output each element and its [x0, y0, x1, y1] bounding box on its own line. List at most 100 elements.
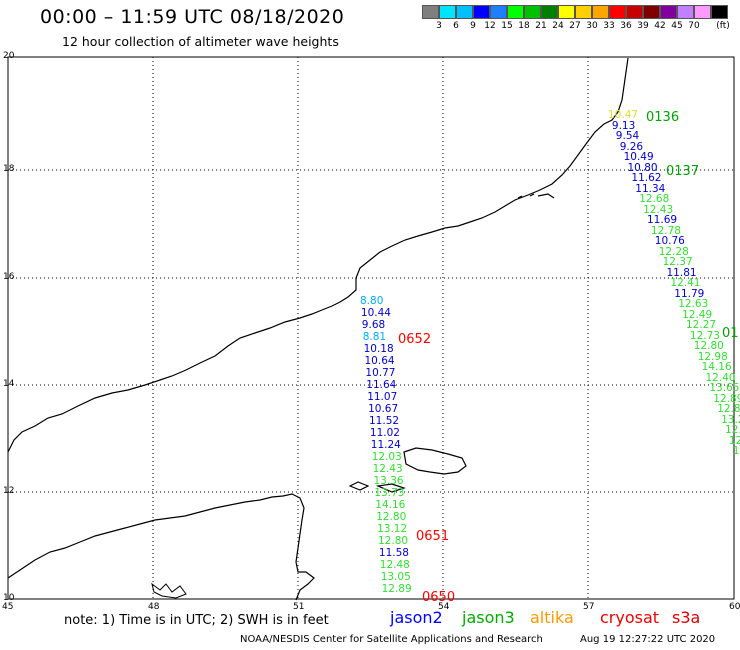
legend-label: 27 [569, 21, 581, 31]
wave-height-value: 12. [728, 434, 740, 447]
wave-height-value: 13.73 [374, 487, 405, 499]
legend-swatch [592, 5, 609, 19]
credit-line: NOAA/NESDIS Center for Satellite Applica… [240, 634, 543, 645]
map-frame [7, 56, 735, 600]
wave-height-value: 11.07 [367, 391, 398, 403]
wave-height-value: 12.48 [379, 559, 410, 571]
legend-label: 6 [453, 21, 459, 31]
wave-height-value: 8.80 [360, 295, 384, 307]
legend-label: 70 [688, 21, 700, 31]
wave-height-value: 12.98 [697, 350, 728, 363]
footer-note: note: 1) Time is in UTC; 2) SWH is in fe… [64, 613, 329, 628]
generated-timestamp: Aug 19 12:27:22 UTC 2020 [580, 634, 716, 645]
wave-height-value: 9.54 [615, 130, 640, 142]
wave-height-value: 12.80 [378, 535, 409, 547]
pass-time-label: 0136 [646, 110, 680, 125]
pass-time-label: 01 [722, 326, 739, 341]
island-small-1 [348, 481, 370, 491]
satellite-jason2: jason2 [390, 608, 443, 627]
lat-label: 16 [3, 272, 15, 282]
lon-label: 57 [583, 602, 595, 612]
legend-swatch [626, 5, 643, 19]
legend-label: 12 [484, 21, 496, 31]
legend-swatch [694, 5, 711, 19]
wave-height-value: 12.89 [381, 583, 412, 595]
coastline-somalia [7, 493, 315, 601]
legend-label: 9 [470, 21, 476, 31]
wave-height-value: 11.24 [370, 439, 401, 451]
legend-unit: (ft) [716, 21, 730, 31]
legend-swatch [711, 5, 728, 19]
wave-height-value: 11.81 [666, 266, 697, 279]
wave-height-value: 11.34 [635, 182, 666, 195]
wave-height-value: 12.80 [693, 340, 724, 352]
wave-height-value: 13.05 [380, 571, 411, 583]
wave-height-value: 12.78 [650, 224, 681, 237]
wave-height-value: 10.76 [654, 235, 685, 247]
wave-height-value: 11.69 [647, 214, 678, 226]
wave-height-value: 12.73 [689, 329, 720, 342]
lat-label: 10 [3, 593, 15, 603]
legend-label: 30 [586, 21, 598, 31]
lat-label: 20 [3, 51, 15, 61]
lat-label: 18 [3, 164, 15, 174]
legend-swatch [660, 5, 677, 19]
wave-height-value: 11.64 [366, 379, 397, 391]
coastline-arabia [7, 57, 629, 453]
wave-height-value: 12.8 [725, 424, 740, 436]
island-small-2 [375, 483, 406, 493]
wave-height-value: 10.47 [608, 109, 639, 121]
wave-height-value: 12.41 [670, 277, 701, 289]
grid-lines [8, 57, 734, 599]
wave-height-value: 11.52 [369, 415, 400, 427]
legend-swatch [575, 5, 592, 19]
wave-height-value: 9.68 [361, 319, 386, 331]
wave-height-value: 13.12 [377, 523, 408, 535]
wave-height-value: 10.80 [627, 161, 658, 174]
wave-height-value: 11.02 [369, 427, 400, 439]
wave-height-value: 12. [732, 445, 740, 457]
pass-time-label: 0650 [422, 590, 456, 605]
legend-swatch [609, 5, 626, 19]
wave-height-value: 12.89 [713, 392, 740, 405]
legend-swatch [473, 5, 490, 19]
legend-label: 39 [637, 21, 649, 31]
lon-label: 48 [148, 602, 160, 612]
legend-label: 36 [620, 21, 632, 31]
wave-height-value: 10.18 [363, 343, 394, 355]
legend-swatch [524, 5, 541, 19]
satellite-cryosat: cryosat [600, 608, 660, 627]
lat-label: 14 [3, 379, 15, 389]
wave-height-value: 14.16 [375, 499, 406, 511]
wave-height-value: 9.13 [611, 119, 636, 132]
legend-label: 18 [518, 21, 530, 31]
wave-height-value: 12.03 [371, 451, 402, 463]
legend-swatch [422, 5, 439, 19]
island-socotra [403, 447, 467, 475]
wave-height-value: 12.63 [678, 298, 709, 310]
wave-height-value: 12.80 [376, 511, 407, 523]
wave-height-value: 12.43 [643, 203, 674, 216]
wave-height-value: 12.85 [717, 403, 740, 415]
wave-height-value: 10.49 [623, 151, 654, 163]
lon-label: 51 [293, 602, 305, 612]
wave-height-value: 10.44 [360, 307, 391, 319]
legend-label: 21 [535, 21, 547, 31]
wave-height-value: 11.62 [631, 172, 662, 184]
legend-swatch [677, 5, 694, 19]
wave-height-value: 10.64 [364, 355, 395, 367]
wave-height-value: 12.28 [658, 245, 689, 258]
legend-label: 3 [436, 21, 442, 31]
wave-height-value: 10.77 [365, 367, 396, 379]
satellite-altika: altika [530, 608, 574, 627]
pass-time-label: 0652 [398, 332, 432, 347]
coast-fragment-west [151, 582, 187, 599]
legend-label: 15 [501, 21, 513, 31]
wave-height-value: 12.37 [662, 256, 693, 268]
pass-time-label: 0137 [666, 164, 700, 179]
wave-height-value: 12.43 [372, 463, 403, 475]
map-title: 00:00 – 11:59 UTC 08/18/2020 [40, 6, 345, 28]
legend-swatch [541, 5, 558, 19]
wave-height-value: 12.49 [682, 308, 713, 321]
